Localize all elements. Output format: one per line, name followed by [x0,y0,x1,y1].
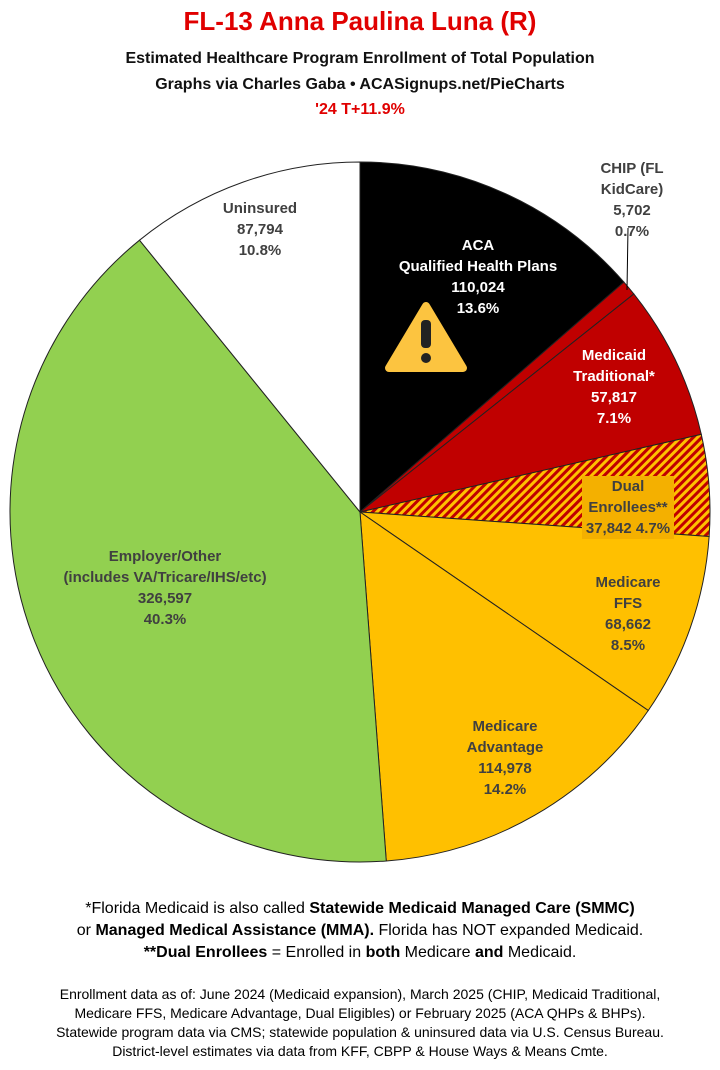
footnote-text: Florida has NOT expanded Medicaid. [374,922,644,939]
subtitle: Graphs via Charles Gaba • ACASignups.net… [155,76,565,93]
pie-slice [358,511,710,712]
percent-label: 10.8% [238,242,282,259]
category-label: Uninsured [222,200,298,217]
footnote-text: both [365,944,401,961]
source-line: Medicare FFS, Medicare Advantage, Dual E… [74,1005,646,1021]
category-label: Dual Enrollees** [588,478,668,516]
category-label: ACA Qualified Health Plans [398,237,558,275]
percent-label: 13.6% [456,300,500,317]
slice-label: Medicare Advantage 114,978 14.2% [467,716,544,800]
footnote-text: Managed Medical Assistance (MMA). [95,922,375,939]
slice-label: Medicare FFS 68,662 8.5% [582,572,674,656]
value-label: 68,662 [605,616,651,633]
value-label: 114,978 [478,760,532,777]
value-label: 5,702 [613,202,651,219]
category-label: Medicare FFS [595,574,661,612]
slice-label: Medicaid Traditional* 57,817 7.1% [573,345,655,429]
percent-label: 8.5% [610,637,646,654]
chart [9,161,711,863]
footnotes: *Florida Medicaid is also called Statewi… [0,898,720,964]
value-label: 87,794 [237,221,283,238]
percent-label: 0.7% [614,223,650,240]
percent-label: 40.3% [143,611,187,628]
warning-icon [385,302,467,372]
sources: Enrollment data as of: June 2024 (Medica… [0,985,720,1061]
footnote-text: = Enrolled in [267,944,366,961]
subtitle: Estimated Healthcare Program Enrollment … [125,50,595,67]
leader-line [626,227,629,291]
slice-label: Employer/Other (includes VA/Tricare/IHS/… [63,546,266,630]
slice-label: Dual Enrollees** 37,842 4.7% [582,476,674,539]
label-box: Dual Enrollees** 37,842 4.7% [582,476,674,539]
source-line: District-level estimates via data from K… [112,1043,608,1059]
slice-label: CHIP (FL KidCare) 5,702 0.7% [588,158,676,242]
footnote-text: *Florida Medicaid is also called [85,900,310,917]
value-label: 326,597 [137,590,193,607]
percent-label: 14.2% [483,781,527,798]
category-label: Medicare Advantage [466,718,544,756]
footnote-text: Medicaid. [503,944,577,961]
pie-slice [138,161,361,514]
pie-slice [9,239,387,863]
footnote-line: **Dual Enrollees = Enrolled in both Medi… [0,942,720,964]
percent-label: 7.1% [596,410,632,427]
slice-label: Uninsured 87,794 10.8% [223,198,297,261]
pie-slice [359,510,649,862]
footnote-text: and [474,944,504,961]
pie-slice [359,293,702,513]
value-label: 57,817 [591,389,637,406]
percent-label: 4.7% [635,520,671,537]
footnote-text: **Dual Enrollees [143,944,268,961]
footnote-text: or [76,922,96,939]
footnote-line: *Florida Medicaid is also called Statewi… [0,898,720,920]
category-label: Medicaid Traditional* [573,347,655,385]
footnote-text: Medicare [400,944,475,961]
pie-slice [359,161,625,514]
value-label: 37,842 [585,520,632,537]
footnote-text: Statewide Medicaid Managed Care (SMMC) [309,900,635,917]
chart-title: FL-13 Anna Paulina Luna (R) [183,6,537,36]
source-line: Statewide program data via CMS; statewid… [56,1024,664,1040]
source-line: Enrollment data as of: June 2024 (Medica… [59,986,661,1002]
category-label: CHIP (FL KidCare) [600,160,664,198]
footnote-line: or Managed Medical Assistance (MMA). Flo… [0,920,720,942]
category-label: Employer/Other (includes VA/Tricare/IHS/… [63,548,267,586]
subtitle: '24 T+11.9% [315,101,405,118]
slice-label: ACA Qualified Health Plans 110,024 13.6% [399,235,557,319]
value-label: 110,024 [451,279,505,296]
